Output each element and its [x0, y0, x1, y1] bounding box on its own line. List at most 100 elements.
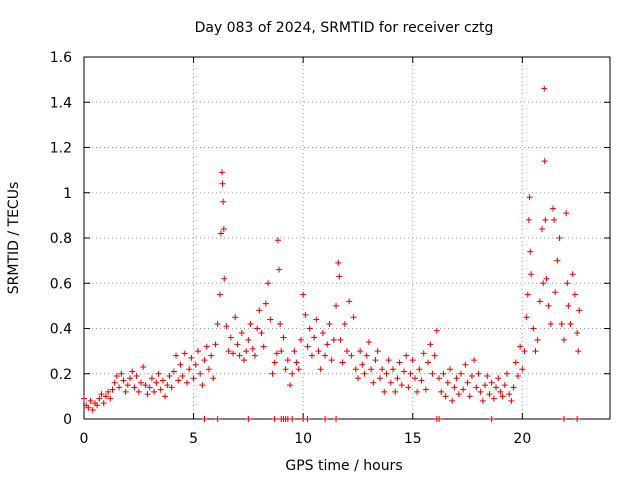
data-point: [262, 300, 269, 307]
data-point: [471, 357, 478, 364]
data-point: [350, 314, 357, 321]
data-point: [291, 348, 298, 355]
data-point: [575, 348, 582, 355]
data-point: [451, 384, 458, 391]
data-point: [526, 194, 533, 201]
data-point: [271, 416, 278, 422]
y-tick-label: 1.6: [50, 50, 72, 66]
data-point: [436, 416, 443, 422]
data-point: [184, 379, 191, 386]
data-point: [87, 397, 94, 404]
data-point: [436, 375, 443, 382]
data-point: [81, 395, 87, 402]
data-point: [315, 348, 322, 355]
data-point: [383, 370, 390, 377]
data-point: [368, 366, 375, 373]
data-point: [400, 368, 407, 375]
data-point: [460, 386, 467, 393]
data-point: [416, 366, 423, 373]
data-point: [486, 391, 493, 398]
data-point: [565, 302, 572, 309]
data-point: [372, 357, 379, 364]
data-point: [269, 370, 276, 377]
data-point: [190, 375, 197, 382]
data-point: [444, 379, 451, 386]
data-point: [311, 334, 318, 341]
data-point: [567, 320, 574, 327]
x-tick-label: 15: [404, 431, 422, 447]
data-point: [542, 216, 549, 223]
data-point: [293, 359, 300, 366]
data-point: [102, 393, 109, 400]
data-point: [131, 384, 138, 391]
data-point: [254, 325, 261, 332]
data-point: [146, 384, 153, 391]
data-point: [495, 375, 502, 382]
data-point: [503, 370, 510, 377]
data-point: [556, 235, 563, 241]
data-point: [256, 307, 263, 314]
data-point: [157, 386, 164, 393]
data-point: [339, 359, 346, 366]
data-point: [457, 370, 464, 377]
data-point: [409, 357, 416, 364]
data-point: [127, 375, 134, 382]
data-point: [159, 377, 166, 384]
data-point: [201, 357, 208, 364]
data-point: [536, 298, 543, 305]
data-point: [142, 382, 149, 389]
data-point: [528, 271, 535, 278]
data-point: [166, 373, 173, 380]
data-point: [223, 323, 230, 330]
data-point: [322, 416, 329, 422]
data-point: [365, 339, 372, 346]
data-point: [396, 359, 403, 366]
data-point: [168, 384, 175, 391]
data-point: [475, 370, 482, 377]
data-point: [449, 397, 456, 404]
data-point: [216, 291, 223, 298]
data-point: [107, 395, 114, 402]
data-point: [324, 341, 331, 348]
data-point: [563, 210, 570, 217]
data-point: [304, 343, 311, 350]
data-point: [547, 320, 554, 327]
data-point: [274, 237, 281, 244]
y-tick-label: 1.4: [50, 95, 72, 111]
data-point: [122, 388, 129, 395]
data-point: [405, 384, 412, 391]
data-point: [140, 363, 147, 370]
data-point: [118, 370, 125, 377]
data-point: [116, 384, 123, 391]
data-point: [344, 348, 350, 355]
gridlines: [84, 57, 610, 419]
data-point: [162, 393, 169, 400]
data-point: [420, 350, 427, 357]
data-point: [221, 275, 228, 282]
data-point: [164, 382, 171, 389]
data-point: [144, 391, 151, 398]
data-point: [479, 397, 486, 404]
data-point: [560, 416, 567, 422]
data-point: [277, 320, 284, 327]
x-tick-label: 5: [189, 431, 198, 447]
data-point: [488, 379, 495, 386]
data-point: [308, 352, 315, 359]
data-point: [411, 375, 418, 382]
data-point: [111, 379, 118, 386]
data-point: [260, 343, 267, 350]
y-axis-label: SRMTID / TECUs: [6, 182, 22, 295]
plot-frame: [83, 56, 611, 420]
data-point: [363, 352, 370, 359]
data-point: [105, 388, 112, 395]
data-point: [493, 384, 500, 391]
data-point: [543, 275, 550, 282]
data-point: [530, 325, 537, 332]
x-tick-label: 0: [80, 431, 89, 447]
data-point: [512, 359, 519, 366]
data-point: [219, 169, 226, 176]
data-point: [558, 320, 565, 327]
chart-title: Day 083 of 2024, SRMTID for receiver czt…: [195, 20, 494, 36]
data-point: [545, 302, 552, 309]
